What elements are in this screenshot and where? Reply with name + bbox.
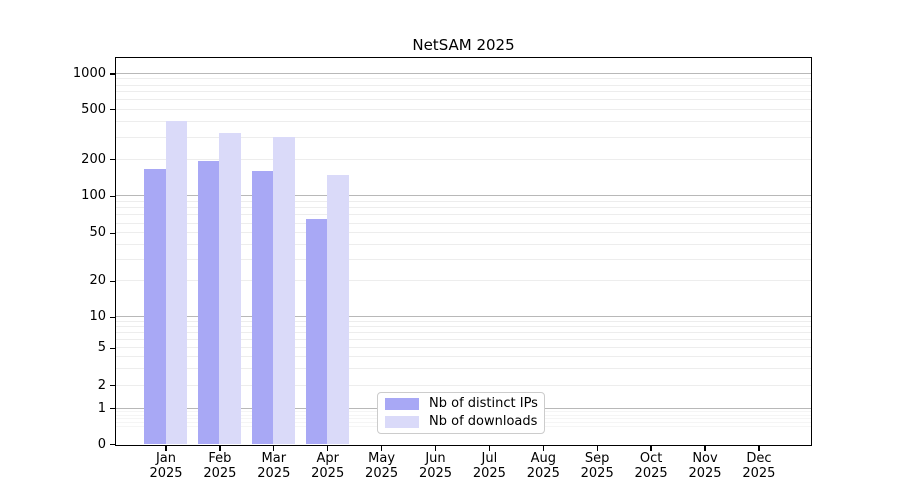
gridline-minor-20 bbox=[116, 280, 811, 282]
x-tick-label-dec: Dec 2025 bbox=[742, 451, 776, 481]
bar-downloads-feb bbox=[219, 133, 241, 444]
legend-swatch-distinct-ips bbox=[385, 398, 419, 411]
x-tick-mark-feb bbox=[219, 446, 221, 451]
gridline-minor bbox=[116, 91, 811, 93]
gridline-minor bbox=[116, 120, 811, 122]
y-tick-label-200: 200 bbox=[81, 151, 106, 167]
gridline-minor bbox=[116, 259, 811, 261]
gridline-minor bbox=[116, 222, 811, 224]
bar-distinct-ips-feb bbox=[197, 161, 220, 444]
x-tick-mark-apr bbox=[327, 446, 329, 451]
gridline-minor bbox=[116, 244, 811, 246]
gridline-minor bbox=[116, 207, 811, 209]
legend-swatch-downloads bbox=[385, 415, 419, 428]
bar-distinct-ips-jan bbox=[144, 168, 166, 444]
y-tick-mark-5 bbox=[110, 347, 115, 349]
y-tick-mark-100 bbox=[110, 195, 115, 197]
gridline-minor bbox=[116, 368, 811, 369]
x-tick-mark-aug bbox=[542, 446, 544, 451]
y-tick-mark-50 bbox=[110, 232, 115, 235]
gridline-minor-50 bbox=[116, 232, 811, 234]
x-tick-label-may: May 2025 bbox=[365, 451, 399, 481]
x-tick-mark-dec bbox=[758, 446, 760, 451]
y-tick-mark-1000 bbox=[110, 73, 115, 75]
gridline-major-100 bbox=[116, 195, 811, 197]
legend-label-distinct-ips: Nb of distinct IPs bbox=[429, 396, 538, 412]
x-tick-mark-jun bbox=[434, 446, 437, 451]
y-tick-label-1000: 1000 bbox=[72, 66, 106, 82]
x-tick-label-nov: Nov 2025 bbox=[688, 451, 722, 481]
x-tick-mark-jan bbox=[165, 446, 167, 451]
y-tick-mark-0 bbox=[110, 443, 115, 446]
gridline-minor bbox=[116, 78, 811, 80]
legend: Nb of distinct IPs Nb of downloads bbox=[377, 392, 545, 434]
y-tick-mark-1 bbox=[110, 408, 115, 410]
legend-item-distinct-ips: Nb of distinct IPs bbox=[385, 396, 538, 412]
gridline-minor bbox=[116, 326, 811, 328]
gridline-minor bbox=[116, 200, 811, 202]
gridline-minor-200 bbox=[116, 158, 811, 160]
x-tick-mark-sep bbox=[596, 446, 598, 451]
y-tick-mark-200 bbox=[110, 158, 115, 161]
y-tick-mark-500 bbox=[110, 109, 115, 111]
x-tick-label-mar: Mar 2025 bbox=[257, 451, 291, 481]
y-tick-label-0: 0 bbox=[97, 436, 106, 452]
gridline-major-10 bbox=[116, 316, 811, 318]
gridline-minor-500 bbox=[116, 108, 811, 110]
legend-label-downloads: Nb of downloads bbox=[429, 413, 538, 429]
gridline-minor bbox=[116, 84, 811, 86]
y-tick-label-10: 10 bbox=[89, 309, 106, 325]
gridline-minor bbox=[116, 214, 811, 216]
chart-title: NetSAM 2025 bbox=[412, 36, 515, 54]
plot-area: Nb of distinct IPs Nb of downloads bbox=[115, 57, 812, 446]
x-tick-label-sep: Sep 2025 bbox=[580, 451, 614, 481]
x-tick-label-jan: Jan 2025 bbox=[149, 451, 183, 481]
x-tick-label-feb: Feb 2025 bbox=[203, 451, 237, 481]
y-tick-label-500: 500 bbox=[81, 101, 106, 117]
gridline-minor bbox=[116, 99, 811, 101]
y-tick-label-5: 5 bbox=[97, 340, 106, 356]
bar-downloads-mar bbox=[273, 137, 295, 444]
x-tick-label-aug: Aug 2025 bbox=[526, 451, 560, 481]
x-tick-mark-jul bbox=[488, 446, 491, 451]
x-tick-label-jul: Jul 2025 bbox=[472, 451, 506, 481]
gridline-minor-2 bbox=[116, 384, 811, 386]
gridline-major-1000 bbox=[116, 73, 811, 75]
x-tick-mark-mar bbox=[273, 446, 275, 451]
y-tick-mark-2 bbox=[110, 384, 115, 387]
bar-downloads-apr bbox=[327, 175, 349, 444]
y-tick-label-100: 100 bbox=[81, 188, 106, 204]
x-tick-label-jun: Jun 2025 bbox=[418, 451, 453, 481]
y-tick-label-2: 2 bbox=[97, 377, 106, 393]
gridline-minor bbox=[116, 136, 811, 138]
x-tick-label-apr: Apr 2025 bbox=[311, 451, 345, 481]
gridline-minor bbox=[116, 356, 811, 358]
y-tick-mark-20 bbox=[110, 280, 115, 283]
gridline-minor bbox=[116, 332, 811, 334]
gridline-minor bbox=[116, 320, 811, 322]
y-tick-label-20: 20 bbox=[89, 273, 106, 289]
x-tick-label-oct: Oct 2025 bbox=[634, 451, 668, 481]
x-tick-mark-nov bbox=[704, 446, 706, 451]
y-tick-label-1: 1 bbox=[97, 400, 106, 416]
bar-distinct-ips-mar bbox=[251, 170, 274, 444]
bar-downloads-jan bbox=[165, 121, 187, 444]
x-tick-mark-may bbox=[380, 446, 383, 451]
x-tick-mark-oct bbox=[650, 446, 652, 451]
legend-item-downloads: Nb of downloads bbox=[385, 414, 537, 430]
y-tick-mark-10 bbox=[110, 316, 115, 318]
y-tick-label-50: 50 bbox=[89, 225, 106, 241]
gridline-minor-5 bbox=[116, 347, 811, 349]
gridline-minor bbox=[116, 339, 811, 341]
bar-distinct-ips-apr bbox=[305, 218, 328, 444]
